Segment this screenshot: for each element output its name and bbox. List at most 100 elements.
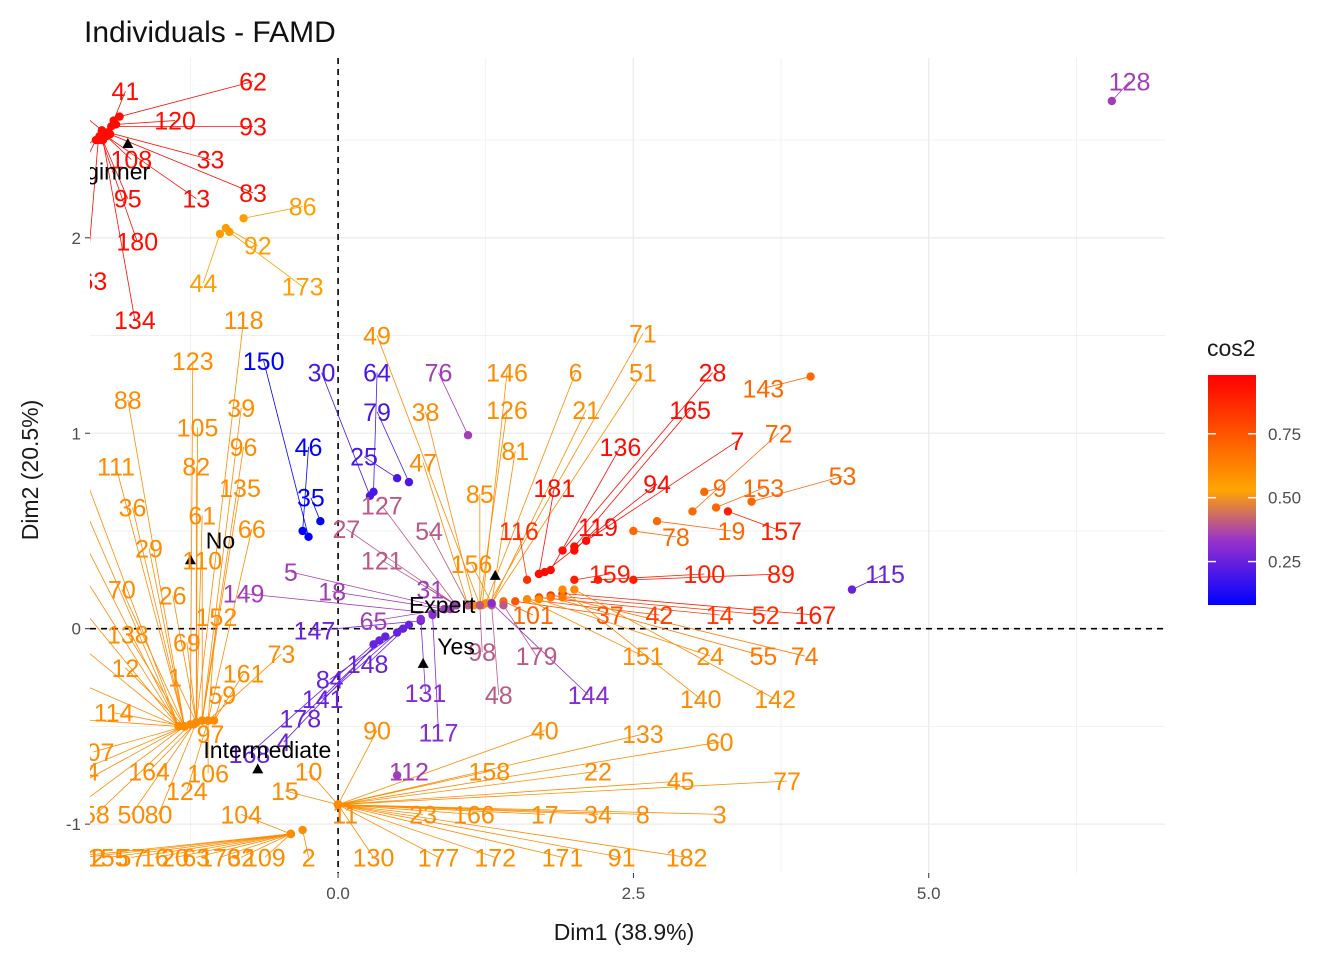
label-segment: [90, 833, 291, 858]
label-segment: [207, 528, 253, 721]
point-label-80: 80: [145, 801, 173, 829]
point-label-175: 175: [46, 706, 88, 734]
point-label-32: 32: [227, 844, 255, 872]
point-109: [286, 829, 296, 839]
point-119: [570, 546, 579, 555]
label-segment: [90, 120, 103, 131]
label-segment: [207, 616, 217, 721]
label-segment: [376, 411, 410, 483]
supplementary-marker-no: [184, 554, 196, 565]
point-label-117: 117: [419, 719, 459, 747]
point-label-150: 150: [243, 348, 285, 376]
point-label-176: 176: [199, 844, 241, 872]
point-label-171: 171: [542, 844, 584, 872]
point-label-153: 153: [742, 475, 784, 503]
label-segment: [574, 409, 691, 547]
label-segment: [243, 206, 303, 219]
point-label-10: 10: [295, 758, 323, 786]
point-label-139: 139: [46, 778, 88, 806]
label-segment: [481, 372, 508, 606]
point-label-155: 155: [87, 844, 129, 872]
point-label-140: 140: [680, 686, 722, 714]
label-segment: [201, 446, 244, 721]
label-segment: [727, 511, 782, 532]
point-label-85: 85: [466, 481, 494, 509]
label-segment: [101, 137, 129, 199]
point-label-70: 70: [108, 577, 136, 605]
point-28: [558, 546, 567, 555]
supplementary-marker-beginner: [122, 137, 134, 148]
point-79: [404, 477, 414, 487]
label-segment: [90, 726, 185, 779]
point-label-71: 71: [629, 321, 657, 349]
x-axis-title: Dim1 (38.9%): [554, 919, 695, 945]
label-segment: [290, 571, 451, 610]
label-segment: [488, 333, 644, 604]
label-segment: [430, 589, 457, 606]
label-segment: [283, 640, 380, 743]
point-label-163: 163: [66, 268, 108, 296]
point-label-156: 156: [451, 551, 493, 579]
point-label-5: 5: [284, 559, 298, 587]
label-segment: [585, 440, 738, 542]
label-segment: [186, 642, 197, 723]
point-label-182: 182: [666, 844, 708, 872]
point-label-161: 161: [223, 661, 265, 689]
point-label-62: 62: [239, 68, 267, 96]
point-label-136: 136: [600, 434, 642, 462]
point-label-109: 109: [244, 844, 286, 872]
label-segment: [428, 530, 469, 606]
point-label-138: 138: [107, 622, 149, 650]
point-label-25: 25: [350, 444, 378, 472]
point-label-123: 123: [172, 348, 214, 376]
label-segment: [538, 487, 555, 575]
point-label-124: 124: [166, 778, 208, 806]
point-label-173: 173: [282, 274, 324, 302]
point-86: [239, 214, 248, 223]
label-segment: [574, 573, 610, 581]
label-segment: [90, 653, 179, 727]
point-label-53: 53: [829, 463, 857, 491]
point-178: [381, 632, 390, 641]
point-label-106: 106: [187, 760, 229, 788]
point-157: [723, 507, 733, 516]
label-segment: [174, 833, 291, 858]
label-segment: [93, 726, 185, 753]
point-label-34: 34: [584, 801, 612, 829]
point-label-115: 115: [865, 561, 905, 589]
label-segment: [132, 507, 185, 727]
point-label-50: 50: [117, 801, 145, 829]
point-label-95: 95: [114, 186, 142, 214]
point-179: [499, 601, 508, 610]
point-label-131: 131: [405, 680, 447, 708]
point-46: [298, 526, 307, 536]
label-segment: [338, 770, 599, 805]
point-label-76: 76: [425, 360, 453, 388]
point-25: [392, 474, 402, 483]
point-label-160: 160: [46, 147, 88, 175]
label-segment: [485, 372, 576, 604]
label-segment: [751, 475, 843, 503]
label-segment: [479, 605, 483, 653]
point-112: [392, 771, 402, 780]
point-label-7: 7: [730, 428, 744, 456]
label-segment: [102, 140, 136, 320]
label-segment: [284, 790, 339, 805]
x-tick-label: 0.0: [326, 884, 350, 903]
label-segment: [90, 139, 97, 153]
point-label-180: 180: [116, 229, 158, 257]
point-label-134: 134: [114, 307, 156, 335]
point-label-18: 18: [318, 579, 346, 607]
point-label-119: 119: [578, 514, 618, 542]
point-label-164: 164: [128, 758, 170, 786]
label-segment: [174, 677, 197, 723]
point-label-49: 49: [363, 323, 391, 351]
point-label-66: 66: [238, 516, 266, 544]
point-label-59: 59: [208, 682, 236, 710]
point-label-108: 108: [110, 147, 152, 175]
label-segment: [264, 833, 292, 858]
point-100: [593, 575, 603, 585]
label-segment: [1111, 81, 1130, 102]
